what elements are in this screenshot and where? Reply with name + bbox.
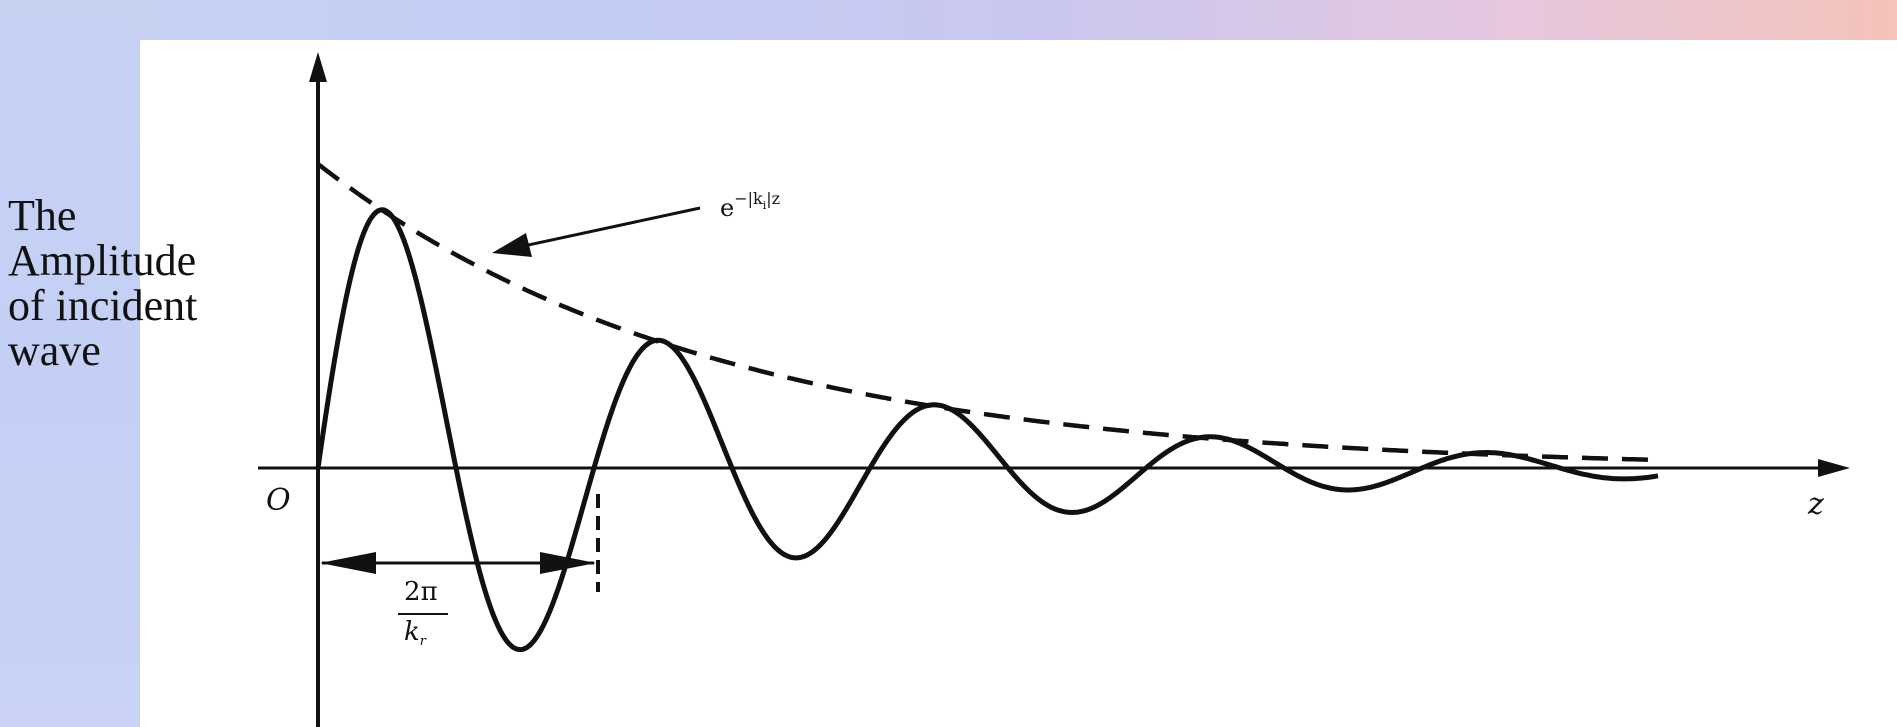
x-axis-label: z [1807,487,1824,522]
envelope-curve [316,162,1659,463]
figure-panel [140,40,1897,727]
y-axis-label-line: wave [8,326,101,375]
slide-background [0,0,140,727]
damped-wave-curve [315,207,1659,653]
period-arrowhead-left [320,552,376,574]
period-arrowhead-right [540,552,596,574]
y-axis-label-line: Amplitude [8,236,197,285]
envelope-pointer-arrow [504,206,701,252]
y-axis-label-line: The [8,191,77,240]
envelope-label: e−|ki|z [720,189,780,222]
x-axis-arrowhead [1818,459,1850,477]
period-label-denominator: kr [404,617,427,649]
y-axis-arrowhead [309,52,327,82]
envelope-pointer-arrowhead [492,233,532,257]
y-axis-label-line: of incident [8,281,198,330]
y-axis-label: The Amplitude of incident wave [8,193,308,373]
origin-label: O [266,483,291,518]
period-label-numerator: 2π [404,577,438,607]
